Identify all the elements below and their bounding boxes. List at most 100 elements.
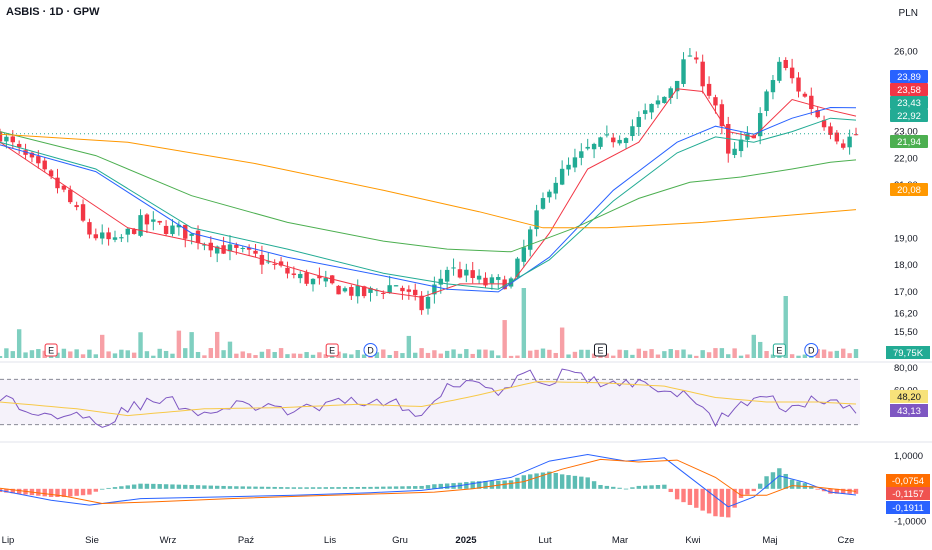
price-candles	[0, 48, 859, 315]
candle-body	[681, 59, 686, 84]
candle-body	[342, 288, 348, 292]
macd-histogram-bar	[668, 488, 673, 493]
moving-average-line	[0, 106, 857, 293]
candle-body	[368, 287, 373, 293]
volume-bar	[834, 350, 840, 358]
candle-body	[100, 232, 105, 239]
candle-body	[74, 205, 79, 208]
rsi-band	[0, 379, 860, 425]
candle-body	[642, 110, 648, 114]
macd-histogram-bar	[259, 486, 265, 489]
rsi-value-badge: 48,20	[890, 390, 928, 403]
macd-histogram-bar	[298, 487, 303, 489]
ma-value-badge-bg	[890, 135, 928, 148]
time-axis-tick: Wrz	[160, 535, 177, 546]
time-axis-tick: Maj	[762, 535, 777, 546]
volume-bar	[457, 353, 463, 358]
macd-histogram-bar	[278, 487, 284, 489]
macd-histogram-bar	[470, 481, 475, 489]
ma-value-badge-bg	[890, 70, 928, 83]
macd-histogram-bar	[87, 488, 92, 495]
macd-histogram-bar	[553, 472, 558, 489]
moving-average-line	[0, 88, 857, 298]
candle-body	[406, 289, 412, 292]
candle-body	[783, 59, 788, 68]
volume-bar	[291, 353, 297, 358]
time-axis-tick: Kwi	[685, 535, 700, 546]
candle-body	[719, 104, 725, 127]
macd-histogram-bar	[464, 482, 469, 489]
candle-body	[425, 296, 431, 309]
rsi-line	[0, 368, 857, 428]
rsi-value-badge: 43,13	[890, 404, 928, 417]
macd-histogram-bar	[413, 486, 418, 489]
event-marker-label: E	[597, 346, 603, 356]
macd-histogram-bar	[48, 488, 54, 497]
event-marker-bg	[363, 343, 378, 357]
volume-bar	[208, 348, 214, 358]
candle-body	[713, 97, 718, 106]
volume-bar	[317, 352, 322, 358]
candle-body	[317, 276, 322, 279]
rsi-value-badge-bg	[890, 390, 928, 403]
candle-body	[547, 191, 552, 198]
volume-bar	[738, 355, 744, 358]
candle-body	[259, 254, 265, 265]
macd-histogram-bar	[163, 484, 169, 489]
candle-body	[489, 277, 495, 284]
macd-histogram-bar	[572, 475, 578, 489]
macd-histogram-bar	[841, 488, 846, 494]
candle-body	[208, 242, 214, 251]
time-axis-tick: Lut	[538, 535, 552, 546]
volume-bar	[23, 352, 28, 358]
macd-histogram-bar	[642, 485, 648, 489]
candle-body	[821, 120, 827, 128]
volume-bar	[68, 351, 73, 358]
candle-body	[170, 225, 175, 235]
candle-body	[432, 284, 437, 295]
volume-bar	[668, 349, 673, 358]
candle-body	[674, 80, 680, 92]
macd-histogram-bar	[847, 488, 852, 494]
volume-bar	[240, 351, 245, 358]
volume-bar	[285, 354, 290, 358]
volume-bar	[464, 349, 469, 358]
event-marker: E	[772, 343, 786, 357]
ma-value-badge-text: 23,43	[897, 98, 921, 109]
ma-value-badge: 23,43	[890, 96, 928, 109]
candle-body	[770, 80, 776, 93]
rsi-axis-tick: 80,00	[894, 363, 918, 374]
volume-value-badge: 79,75K	[886, 346, 930, 359]
candle-body	[828, 126, 833, 135]
macd-histogram-bar	[559, 474, 565, 489]
macd-histogram-bar	[310, 487, 316, 489]
volume-bar	[547, 349, 552, 358]
macd-histogram-bar	[406, 486, 412, 489]
macd-histogram-bar	[93, 488, 99, 492]
volume-bar	[29, 350, 35, 358]
volume-bars	[0, 288, 859, 358]
event-marker-label: D	[808, 346, 815, 356]
macd-histogram-bar	[425, 485, 431, 489]
candle-body	[579, 151, 584, 158]
volume-bar	[361, 354, 367, 358]
volume-bar	[515, 355, 520, 358]
volume-bar	[764, 351, 769, 358]
candle-body	[802, 93, 808, 97]
volume-bar	[662, 351, 667, 358]
macd-histogram-bar	[681, 488, 686, 503]
volume-bar	[681, 349, 686, 358]
volume-bar	[298, 353, 303, 358]
ma-value-badge: 23,58	[890, 83, 928, 96]
ma-value-badge: 23,89	[890, 70, 928, 83]
candle-body	[470, 270, 475, 279]
candle-body	[240, 247, 245, 249]
candle-body	[381, 292, 386, 294]
candle-body	[591, 143, 597, 150]
candle-body	[566, 164, 571, 170]
candle-body	[36, 156, 41, 164]
candle-body	[0, 131, 3, 142]
macd-histogram-bar	[815, 488, 820, 490]
candle-body	[630, 126, 635, 137]
